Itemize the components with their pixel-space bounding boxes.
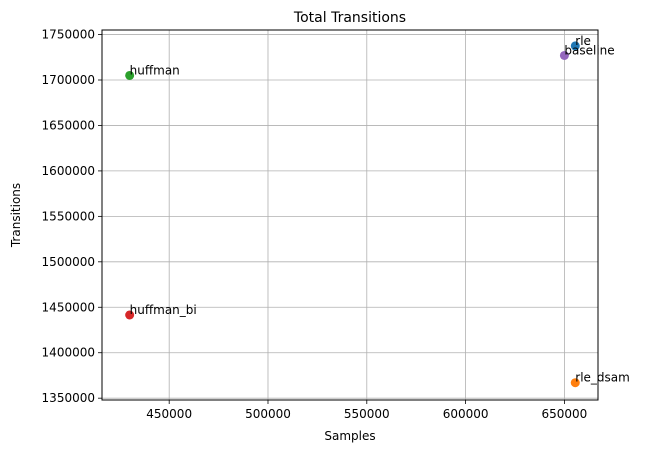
y-tick-label: 1550000 [42, 209, 95, 223]
y-axis-label: Transitions [9, 183, 23, 248]
y-tick-label: 1400000 [42, 346, 95, 360]
chart-title: Total Transitions [293, 10, 406, 26]
y-tick-label: 1700000 [42, 73, 95, 87]
point-label-baseline: baseline [564, 43, 614, 57]
point-label-huffman-bi: huffman_bi [130, 303, 197, 317]
x-tick-label: 600000 [443, 407, 489, 421]
y-tick-label: 1650000 [42, 118, 95, 132]
y-tick-label: 1450000 [42, 300, 95, 314]
x-tick-label: 650000 [542, 407, 588, 421]
data-point-huffman-bi [125, 310, 135, 320]
x-tick-label: 450000 [146, 407, 192, 421]
data-point-rle [570, 41, 580, 51]
point-label-rle-dsam: rle_dsam [575, 371, 630, 385]
point-label-rle: rle [575, 34, 591, 48]
point-label-huffman: huffman [130, 63, 180, 77]
y-tick-label: 1600000 [42, 164, 95, 178]
y-tick-label: 1500000 [42, 255, 95, 269]
data-point-baseline [559, 50, 569, 60]
y-tick-label: 1750000 [42, 28, 95, 42]
x-tick-label: 500000 [245, 407, 291, 421]
x-tick-label: 550000 [344, 407, 390, 421]
data-point-rle-dsam [570, 378, 580, 388]
y-tick-label: 1350000 [42, 391, 95, 405]
data-point-huffman [125, 70, 135, 80]
x-axis-label: Samples [324, 429, 375, 443]
plot-frame [101, 29, 599, 401]
